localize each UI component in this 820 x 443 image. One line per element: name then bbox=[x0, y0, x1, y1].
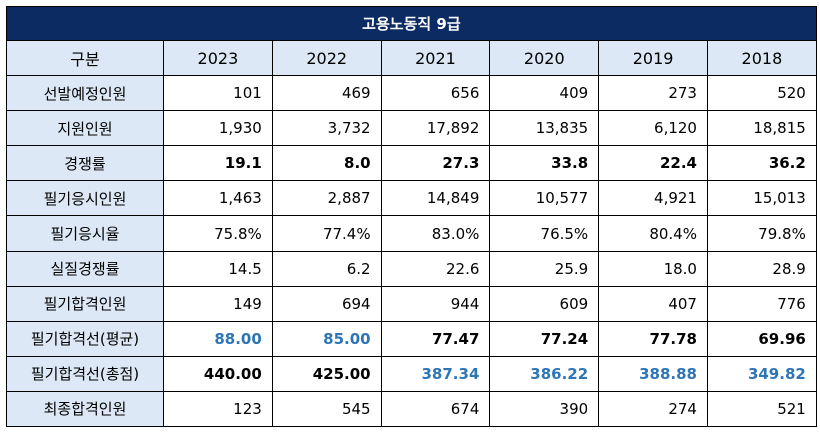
cell: 2,887 bbox=[271, 180, 382, 217]
cell: 80.4% bbox=[598, 215, 708, 252]
cell-highlight: 387.34 bbox=[380, 355, 491, 392]
cell: 76.5% bbox=[489, 215, 600, 252]
cell: 944 bbox=[380, 285, 491, 322]
header-year: 2020 bbox=[489, 39, 600, 77]
cell: 521 bbox=[706, 390, 817, 428]
table-row: 경쟁률 19.1 8.0 27.3 33.8 22.4 36.2 bbox=[6, 145, 817, 182]
header-year: 2019 bbox=[598, 39, 708, 77]
row-label: 선발예정인원 bbox=[6, 75, 164, 112]
cell: 6.2 bbox=[271, 250, 382, 287]
table-row: 지원인원 1,930 3,732 17,892 13,835 6,120 18,… bbox=[6, 110, 817, 147]
cell: 13,835 bbox=[489, 110, 600, 147]
cell-highlight: 88.00 bbox=[163, 320, 273, 357]
table-row: 필기합격인원 149 694 944 609 407 776 bbox=[6, 285, 817, 322]
cell: 674 bbox=[380, 390, 491, 428]
cell: 15,013 bbox=[706, 180, 817, 217]
cell: 77.47 bbox=[380, 320, 491, 357]
header-year: 2021 bbox=[380, 39, 491, 77]
cell: 776 bbox=[706, 285, 817, 322]
cell: 36.2 bbox=[706, 145, 817, 182]
cell: 75.8% bbox=[163, 215, 273, 252]
stats-table-container: 고용노동직 9급 구분 2023 2022 2021 2020 2019 201… bbox=[6, 6, 817, 428]
cell: 19.1 bbox=[163, 145, 273, 182]
table-row: 선발예정인원 101 469 656 409 273 520 bbox=[6, 75, 817, 112]
table-title-row: 고용노동직 9급 bbox=[6, 6, 817, 41]
table-row: 최종합격인원 123 545 674 390 274 521 bbox=[6, 390, 817, 428]
cell-highlight: 85.00 bbox=[271, 320, 382, 357]
cell: 274 bbox=[598, 390, 708, 428]
cell: 10,577 bbox=[489, 180, 600, 217]
cell: 18.0 bbox=[598, 250, 708, 287]
table-row: 필기합격선(평균) 88.00 85.00 77.47 77.24 77.78 … bbox=[6, 320, 817, 357]
cell: 425.00 bbox=[271, 355, 382, 392]
cell: 123 bbox=[163, 390, 273, 428]
cell: 33.8 bbox=[489, 145, 600, 182]
row-label: 실질경쟁률 bbox=[6, 250, 164, 287]
cell: 83.0% bbox=[380, 215, 491, 252]
cell: 18,815 bbox=[706, 110, 817, 147]
cell: 77.4% bbox=[271, 215, 382, 252]
cell: 25.9 bbox=[489, 250, 600, 287]
cell: 440.00 bbox=[163, 355, 273, 392]
row-label: 필기합격선(총점) bbox=[6, 355, 164, 392]
cell: 14.5 bbox=[163, 250, 273, 287]
header-year: 2022 bbox=[271, 39, 382, 77]
header-year: 2023 bbox=[163, 39, 273, 77]
recruitment-stats-table: 고용노동직 9급 구분 2023 2022 2021 2020 2019 201… bbox=[6, 6, 817, 428]
cell: 1,463 bbox=[163, 180, 273, 217]
row-label: 최종합격인원 bbox=[6, 390, 164, 428]
cell-highlight: 349.82 bbox=[706, 355, 817, 392]
cell: 101 bbox=[163, 75, 273, 112]
table-header-row: 구분 2023 2022 2021 2020 2019 2018 bbox=[6, 39, 817, 77]
cell: 545 bbox=[271, 390, 382, 428]
cell: 656 bbox=[380, 75, 491, 112]
cell: 390 bbox=[489, 390, 600, 428]
cell: 409 bbox=[489, 75, 600, 112]
cell: 4,921 bbox=[598, 180, 708, 217]
cell: 69.96 bbox=[706, 320, 817, 357]
cell: 273 bbox=[598, 75, 708, 112]
table-title: 고용노동직 9급 bbox=[6, 6, 817, 41]
row-label: 필기합격선(평균) bbox=[6, 320, 164, 357]
cell: 14,849 bbox=[380, 180, 491, 217]
table-row: 필기응시율 75.8% 77.4% 83.0% 76.5% 80.4% 79.8… bbox=[6, 215, 817, 252]
cell: 6,120 bbox=[598, 110, 708, 147]
row-label: 필기응시율 bbox=[6, 215, 164, 252]
cell: 22.6 bbox=[380, 250, 491, 287]
cell: 3,732 bbox=[271, 110, 382, 147]
cell: 149 bbox=[163, 285, 273, 322]
cell: 609 bbox=[489, 285, 600, 322]
row-label: 필기합격인원 bbox=[6, 285, 164, 322]
cell: 79.8% bbox=[706, 215, 817, 252]
cell-highlight: 386.22 bbox=[489, 355, 600, 392]
cell-highlight: 388.88 bbox=[598, 355, 708, 392]
row-label: 필기응시인원 bbox=[6, 180, 164, 217]
cell: 694 bbox=[271, 285, 382, 322]
table-row: 필기응시인원 1,463 2,887 14,849 10,577 4,921 1… bbox=[6, 180, 817, 217]
cell: 22.4 bbox=[598, 145, 708, 182]
row-label: 지원인원 bbox=[6, 110, 164, 147]
cell: 407 bbox=[598, 285, 708, 322]
cell: 1,930 bbox=[163, 110, 273, 147]
cell: 469 bbox=[271, 75, 382, 112]
cell: 17,892 bbox=[380, 110, 491, 147]
header-year: 2018 bbox=[706, 39, 817, 77]
header-label: 구분 bbox=[6, 39, 164, 77]
cell: 520 bbox=[706, 75, 817, 112]
cell: 27.3 bbox=[380, 145, 491, 182]
cell: 77.24 bbox=[489, 320, 600, 357]
cell: 28.9 bbox=[706, 250, 817, 287]
row-label: 경쟁률 bbox=[6, 145, 164, 182]
cell: 8.0 bbox=[271, 145, 382, 182]
table-row: 필기합격선(총점) 440.00 425.00 387.34 386.22 38… bbox=[6, 355, 817, 392]
table-row: 실질경쟁률 14.5 6.2 22.6 25.9 18.0 28.9 bbox=[6, 250, 817, 287]
cell: 77.78 bbox=[598, 320, 708, 357]
